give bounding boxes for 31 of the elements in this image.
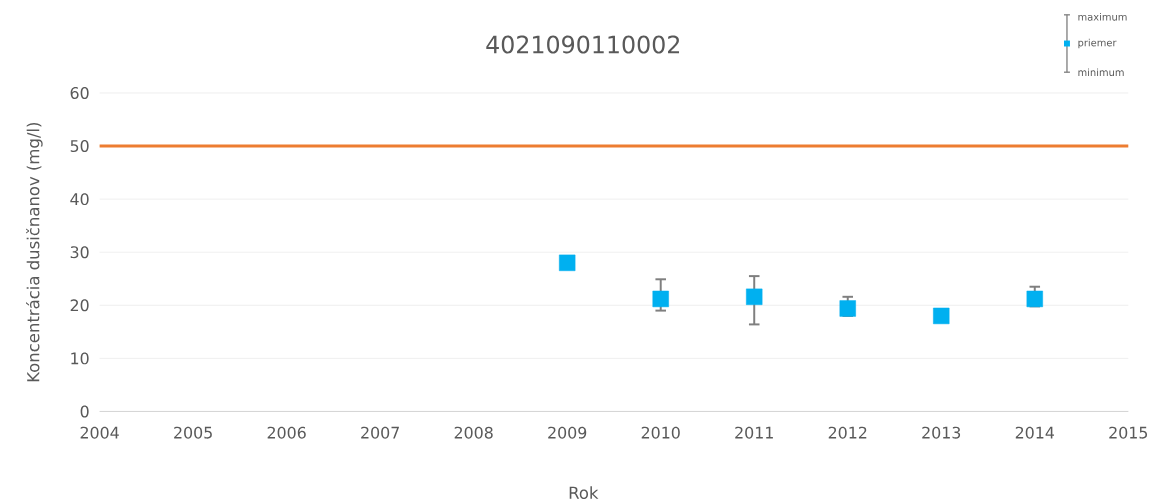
y-tick-label: 50: [70, 139, 89, 152]
point: [652, 290, 669, 307]
y-axis-title: Koncentrácia dusičnanov (mg/l): [26, 122, 43, 382]
y-tick-label: 20: [70, 299, 89, 312]
y-tick-label: 0: [80, 405, 89, 418]
y-tick-label: 10: [71, 352, 89, 365]
point: [839, 300, 856, 317]
x-tick-label: 2005: [174, 426, 212, 439]
text: maximum: [1078, 12, 1127, 21]
x-tick-label: 2009: [548, 426, 587, 439]
y-tick-label: 40: [70, 192, 89, 205]
x-tick-label: 2004: [80, 426, 119, 439]
point: [1026, 290, 1043, 307]
x-tick-label: 2015: [1109, 426, 1148, 439]
y-tick-label: 30: [70, 246, 89, 258]
x-tick-label: 2010: [641, 426, 680, 439]
x-axis-title: Rok: [569, 485, 599, 499]
point: [559, 254, 576, 271]
point: [746, 288, 763, 305]
point: [933, 307, 950, 324]
y-tick-label: 60: [70, 86, 89, 99]
text: minimum: [1078, 68, 1124, 76]
chart-title: 4021090110002: [486, 35, 680, 54]
x-tick-label: 2008: [454, 426, 493, 439]
legend-label: priemer: [1078, 38, 1117, 49]
x-tick-label: 2012: [828, 426, 867, 439]
x-tick-label: 2013: [922, 426, 961, 439]
x-tick-label: 2006: [267, 426, 306, 439]
x-tick-label: 2007: [361, 426, 399, 439]
x-tick-label: 2014: [1015, 426, 1055, 439]
x-tick-label: 2011: [735, 426, 773, 439]
